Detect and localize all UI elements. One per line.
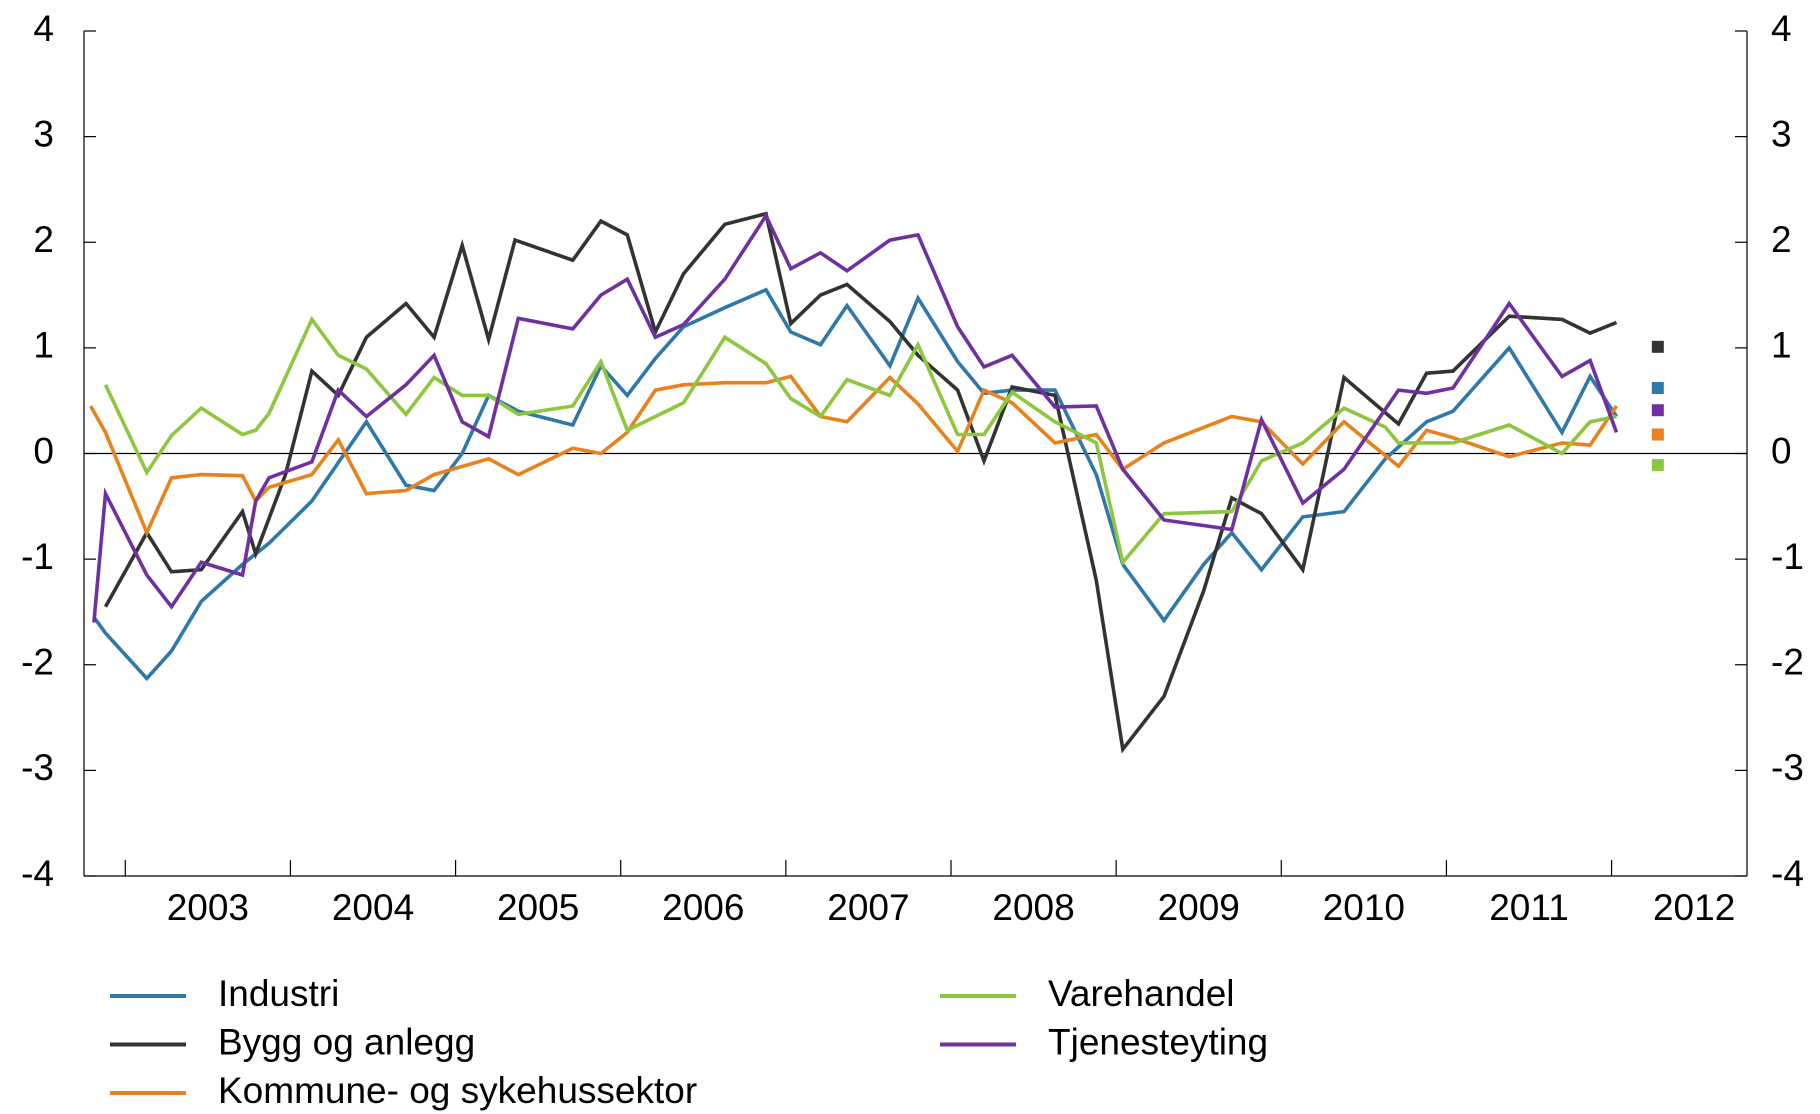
y-tick-label: 4 <box>33 8 54 49</box>
y-tick-label-right: -2 <box>1771 642 1804 683</box>
y-tick-label: 1 <box>33 325 54 366</box>
legend-label: Industri <box>218 973 339 1014</box>
y-tick-label-right: 4 <box>1771 8 1792 49</box>
y-tick-label-right: 1 <box>1771 325 1792 366</box>
y-tick-label: -2 <box>21 642 54 683</box>
legend-label: Bygg og anlegg <box>218 1021 475 1062</box>
legend-label: Varehandel <box>1048 973 1235 1014</box>
x-tick-label: 2006 <box>662 887 744 928</box>
y-tick-label-right: -1 <box>1771 536 1804 577</box>
series-line <box>92 212 1619 623</box>
end-point <box>1651 428 1664 441</box>
y-tick-label: -1 <box>21 536 54 577</box>
series-line <box>103 315 1617 567</box>
x-tick-label: 2007 <box>827 887 909 928</box>
y-tick-label: 0 <box>33 430 54 471</box>
end-point <box>1651 404 1664 417</box>
y-tick-label: -4 <box>21 853 54 894</box>
legend-label: Kommune- og sykehussektor <box>218 1070 697 1111</box>
end-point <box>1651 340 1664 353</box>
y-tick-label-right: 2 <box>1771 219 1792 260</box>
x-tick-label: 2009 <box>1158 887 1240 928</box>
series-line <box>89 374 1618 538</box>
end-point <box>1651 459 1664 472</box>
x-tick-label: 2010 <box>1323 887 1405 928</box>
x-tick-label: 2005 <box>497 887 579 928</box>
y-tick-label: -3 <box>21 747 54 788</box>
x-tick-label: 2008 <box>992 887 1074 928</box>
y-tick-label-right: -4 <box>1771 853 1804 894</box>
end-point <box>1651 382 1664 395</box>
x-tick-label: 2004 <box>332 887 414 928</box>
y-tick-label: 2 <box>33 219 54 260</box>
series-line <box>92 287 1619 682</box>
x-tick-label: 2011 <box>1489 887 1569 928</box>
y-tick-label-right: 0 <box>1771 430 1792 471</box>
y-tick-label-right: 3 <box>1771 113 1792 154</box>
x-tick-label: 2012 <box>1653 887 1735 928</box>
y-tick-label-right: -3 <box>1771 747 1804 788</box>
y-tick-label: 3 <box>33 113 54 154</box>
x-tick-label: 2003 <box>167 887 249 928</box>
legend-label: Tjenesteyting <box>1048 1021 1268 1062</box>
series-line <box>103 211 1618 754</box>
